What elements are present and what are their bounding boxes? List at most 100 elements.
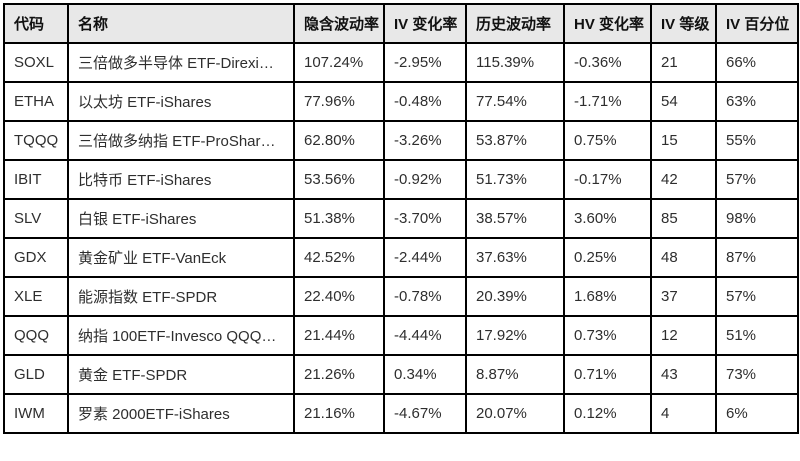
cell-iv_rank: 12 bbox=[650, 315, 717, 356]
cell-code: SLV bbox=[3, 198, 69, 239]
cell-iv_rank: 21 bbox=[650, 42, 717, 83]
cell-code: QQQ bbox=[3, 315, 69, 356]
table-row[interactable]: SLV 白银 ETF-iShares 51.38% -3.70% 38.57% 3.60%… bbox=[3, 198, 799, 239]
volatility-table: 代码 名称 隐含波动率 IV 变化率 历史波动率 HV 变化率 IV 等级 IV 百分位 SO… bbox=[3, 3, 799, 434]
cell-historical_volatility: 8.87% bbox=[465, 354, 565, 395]
cell-iv_rank: 37 bbox=[650, 276, 717, 317]
cell-iv_change: -2.95% bbox=[383, 42, 467, 83]
cell-historical_volatility: 37.63% bbox=[465, 237, 565, 278]
cell-iv_change: -0.48% bbox=[383, 81, 467, 122]
cell-code: IBIT bbox=[3, 159, 69, 200]
cell-code: GLD bbox=[3, 354, 69, 395]
cell-historical_volatility: 115.39% bbox=[465, 42, 565, 83]
table-row[interactable]: IBIT 比特币 ETF-iShares 53.56% -0.92% 51.73% -0.… bbox=[3, 159, 799, 200]
cell-implied_volatility: 77.96% bbox=[293, 81, 385, 122]
cell-hv_change: 0.73% bbox=[563, 315, 652, 356]
cell-name: 比特币 ETF-iShares bbox=[67, 159, 295, 200]
cell-iv_rank: 4 bbox=[650, 393, 717, 434]
table-container: 代码 名称 隐含波动率 IV 变化率 历史波动率 HV 变化率 IV 等级 IV 百分位 SO… bbox=[3, 3, 799, 434]
cell-code: ETHA bbox=[3, 81, 69, 122]
column-header-iv_percentile[interactable]: IV 百分位 bbox=[715, 3, 799, 44]
cell-hv_change: 1.68% bbox=[563, 276, 652, 317]
cell-code: GDX bbox=[3, 237, 69, 278]
cell-hv_change: -0.17% bbox=[563, 159, 652, 200]
cell-iv_change: -4.44% bbox=[383, 315, 467, 356]
cell-name: 三倍做多半导体 ETF-Direxi… bbox=[67, 42, 295, 83]
column-header-hv_change[interactable]: HV 变化率 bbox=[563, 3, 652, 44]
table-row[interactable]: XLE 能源指数 ETF-SPDR 22.40% -0.78% 20.39% 1.68% 3… bbox=[3, 276, 799, 317]
cell-iv_percentile: 63% bbox=[715, 81, 799, 122]
cell-historical_volatility: 38.57% bbox=[465, 198, 565, 239]
cell-implied_volatility: 107.24% bbox=[293, 42, 385, 83]
cell-code: SOXL bbox=[3, 42, 69, 83]
cell-iv_percentile: 57% bbox=[715, 276, 799, 317]
cell-code: XLE bbox=[3, 276, 69, 317]
cell-iv_percentile: 73% bbox=[715, 354, 799, 395]
cell-name: 三倍做多纳指 ETF-ProShar… bbox=[67, 120, 295, 161]
cell-iv_percentile: 51% bbox=[715, 315, 799, 356]
cell-historical_volatility: 51.73% bbox=[465, 159, 565, 200]
cell-implied_volatility: 21.16% bbox=[293, 393, 385, 434]
cell-code: TQQQ bbox=[3, 120, 69, 161]
cell-historical_volatility: 17.92% bbox=[465, 315, 565, 356]
cell-implied_volatility: 53.56% bbox=[293, 159, 385, 200]
column-header-name[interactable]: 名称 bbox=[67, 3, 295, 44]
cell-iv_change: -3.26% bbox=[383, 120, 467, 161]
cell-iv_rank: 48 bbox=[650, 237, 717, 278]
column-header-iv_change[interactable]: IV 变化率 bbox=[383, 3, 467, 44]
cell-iv_percentile: 66% bbox=[715, 42, 799, 83]
cell-hv_change: 0.12% bbox=[563, 393, 652, 434]
cell-iv_percentile: 6% bbox=[715, 393, 799, 434]
cell-iv_percentile: 57% bbox=[715, 159, 799, 200]
cell-iv_change: -4.67% bbox=[383, 393, 467, 434]
table-row[interactable]: IWM 罗素 2000ETF-iShares 21.16% -4.67% 20.07% 0… bbox=[3, 393, 799, 434]
table-body: SOXL 三倍做多半导体 ETF-Direxi… 107.24% -2.95% 115.… bbox=[3, 42, 799, 434]
table-row[interactable]: SOXL 三倍做多半导体 ETF-Direxi… 107.24% -2.95% 115.… bbox=[3, 42, 799, 83]
cell-name: 白银 ETF-iShares bbox=[67, 198, 295, 239]
cell-iv_percentile: 55% bbox=[715, 120, 799, 161]
cell-name: 能源指数 ETF-SPDR bbox=[67, 276, 295, 317]
table-header-row: 代码 名称 隐含波动率 IV 变化率 历史波动率 HV 变化率 IV 等级 IV 百分位 bbox=[3, 3, 799, 44]
table-row[interactable]: ETHA 以太坊 ETF-iShares 77.96% -0.48% 77.54% -1.… bbox=[3, 81, 799, 122]
cell-implied_volatility: 51.38% bbox=[293, 198, 385, 239]
cell-iv_rank: 54 bbox=[650, 81, 717, 122]
cell-name: 黄金矿业 ETF-VanEck bbox=[67, 237, 295, 278]
table-row[interactable]: GLD 黄金 ETF-SPDR 21.26% 0.34% 8.87% 0.71% 43 73% bbox=[3, 354, 799, 395]
cell-iv_rank: 15 bbox=[650, 120, 717, 161]
cell-name: 以太坊 ETF-iShares bbox=[67, 81, 295, 122]
cell-iv_change: -2.44% bbox=[383, 237, 467, 278]
cell-iv_rank: 43 bbox=[650, 354, 717, 395]
cell-historical_volatility: 53.87% bbox=[465, 120, 565, 161]
column-header-iv_rank[interactable]: IV 等级 bbox=[650, 3, 717, 44]
cell-code: IWM bbox=[3, 393, 69, 434]
cell-implied_volatility: 21.26% bbox=[293, 354, 385, 395]
cell-historical_volatility: 20.39% bbox=[465, 276, 565, 317]
cell-hv_change: 0.75% bbox=[563, 120, 652, 161]
cell-hv_change: -0.36% bbox=[563, 42, 652, 83]
cell-implied_volatility: 62.80% bbox=[293, 120, 385, 161]
column-header-historical_volatility[interactable]: 历史波动率 bbox=[465, 3, 565, 44]
cell-iv_change: 0.34% bbox=[383, 354, 467, 395]
cell-hv_change: 3.60% bbox=[563, 198, 652, 239]
cell-hv_change: -1.71% bbox=[563, 81, 652, 122]
cell-iv_rank: 42 bbox=[650, 159, 717, 200]
table-row[interactable]: TQQQ 三倍做多纳指 ETF-ProShar… 62.80% -3.26% 53.87… bbox=[3, 120, 799, 161]
cell-iv_change: -0.92% bbox=[383, 159, 467, 200]
table-row[interactable]: GDX 黄金矿业 ETF-VanEck 42.52% -2.44% 37.63% 0.25… bbox=[3, 237, 799, 278]
table-row[interactable]: QQQ 纳指 100ETF-Invesco QQQ… 21.44% -4.44% 17.… bbox=[3, 315, 799, 356]
cell-hv_change: 0.25% bbox=[563, 237, 652, 278]
cell-iv_rank: 85 bbox=[650, 198, 717, 239]
cell-historical_volatility: 20.07% bbox=[465, 393, 565, 434]
cell-iv_percentile: 98% bbox=[715, 198, 799, 239]
cell-name: 黄金 ETF-SPDR bbox=[67, 354, 295, 395]
cell-implied_volatility: 21.44% bbox=[293, 315, 385, 356]
column-header-implied_volatility[interactable]: 隐含波动率 bbox=[293, 3, 385, 44]
cell-hv_change: 0.71% bbox=[563, 354, 652, 395]
cell-iv_change: -0.78% bbox=[383, 276, 467, 317]
cell-iv_percentile: 87% bbox=[715, 237, 799, 278]
cell-name: 罗素 2000ETF-iShares bbox=[67, 393, 295, 434]
cell-historical_volatility: 77.54% bbox=[465, 81, 565, 122]
cell-implied_volatility: 22.40% bbox=[293, 276, 385, 317]
cell-iv_change: -3.70% bbox=[383, 198, 467, 239]
column-header-code[interactable]: 代码 bbox=[3, 3, 69, 44]
